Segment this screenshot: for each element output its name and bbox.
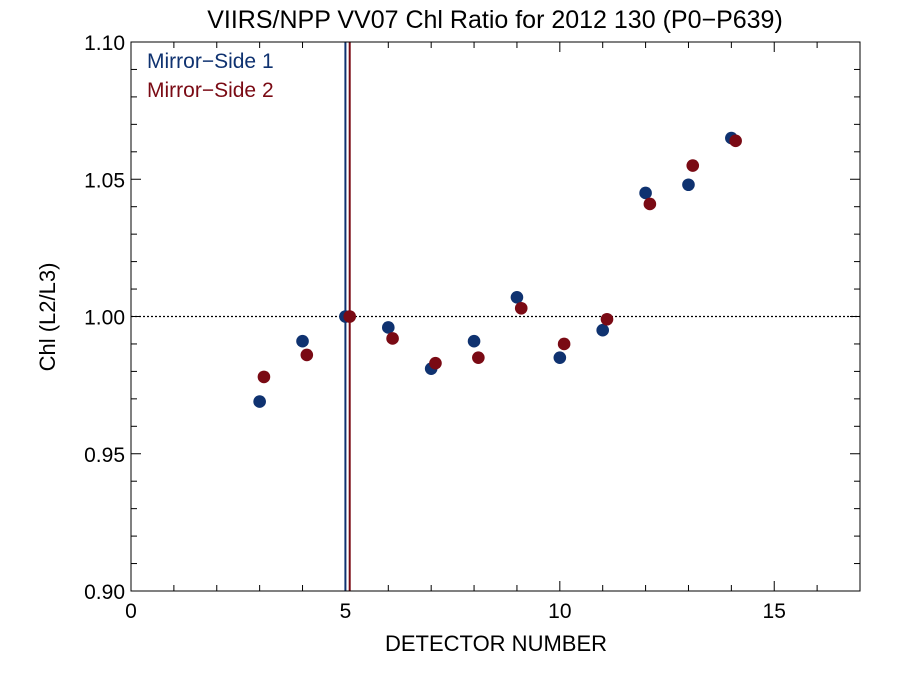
y-tick-label: 0.95	[84, 444, 125, 467]
data-point-mirror-side-1	[596, 323, 610, 337]
x-tick-label: 0	[125, 600, 137, 623]
plot-frame	[130, 41, 861, 592]
data-point-mirror-side-1	[553, 351, 567, 364]
data-point-mirror-side-2	[300, 348, 314, 362]
data-point-mirror-side-2	[429, 356, 442, 370]
y-axis-label: Chl (L2/L3)	[35, 263, 60, 372]
y-tick-label: 1.10	[84, 32, 125, 55]
chart-title: VIIRS/NPP VV07 Chl Ratio for 2012 130 (P…	[207, 6, 783, 34]
data-point-mirror-side-2	[386, 332, 399, 345]
legend-entry-mirror-side-1: Mirror−Side 1	[147, 50, 274, 73]
data-point-mirror-side-1	[639, 186, 652, 200]
x-tick-label: 5	[340, 600, 352, 623]
data-point-mirror-side-1	[253, 395, 266, 408]
data-point-mirror-side-2	[257, 370, 271, 384]
data-point-mirror-side-1	[682, 178, 695, 192]
data-point-mirror-side-1	[296, 334, 309, 348]
x-axis-label: DETECTOR NUMBER	[385, 631, 607, 656]
data-point-mirror-side-2	[472, 351, 485, 364]
data-point-mirror-side-2	[557, 337, 571, 351]
x-tick-label: 10	[548, 600, 571, 623]
plot-area: 0 5 10 15 0.90 0.95 1.00 1.05 1.10	[84, 32, 861, 623]
data-point-mirror-side-1	[467, 334, 481, 348]
legend: Mirror−Side 1 Mirror−Side 2	[147, 50, 274, 102]
legend-entry-mirror-side-2: Mirror−Side 2	[147, 79, 274, 102]
x-tick-label: 15	[763, 600, 786, 623]
data-point-mirror-side-2	[600, 312, 614, 326]
data-point-mirror-side-2	[686, 159, 700, 172]
y-tick-label: 1.00	[84, 307, 125, 330]
data-point-mirror-side-2	[343, 310, 357, 323]
data-point-mirror-side-2	[729, 134, 742, 148]
data-point-mirror-side-1	[510, 290, 524, 304]
data-point-mirror-side-2	[514, 301, 528, 315]
data-point-mirror-side-1	[381, 321, 395, 334]
y-tick-label: 1.05	[84, 169, 125, 192]
data-point-mirror-side-2	[643, 197, 657, 211]
y-tick-label: 0.90	[84, 581, 125, 604]
